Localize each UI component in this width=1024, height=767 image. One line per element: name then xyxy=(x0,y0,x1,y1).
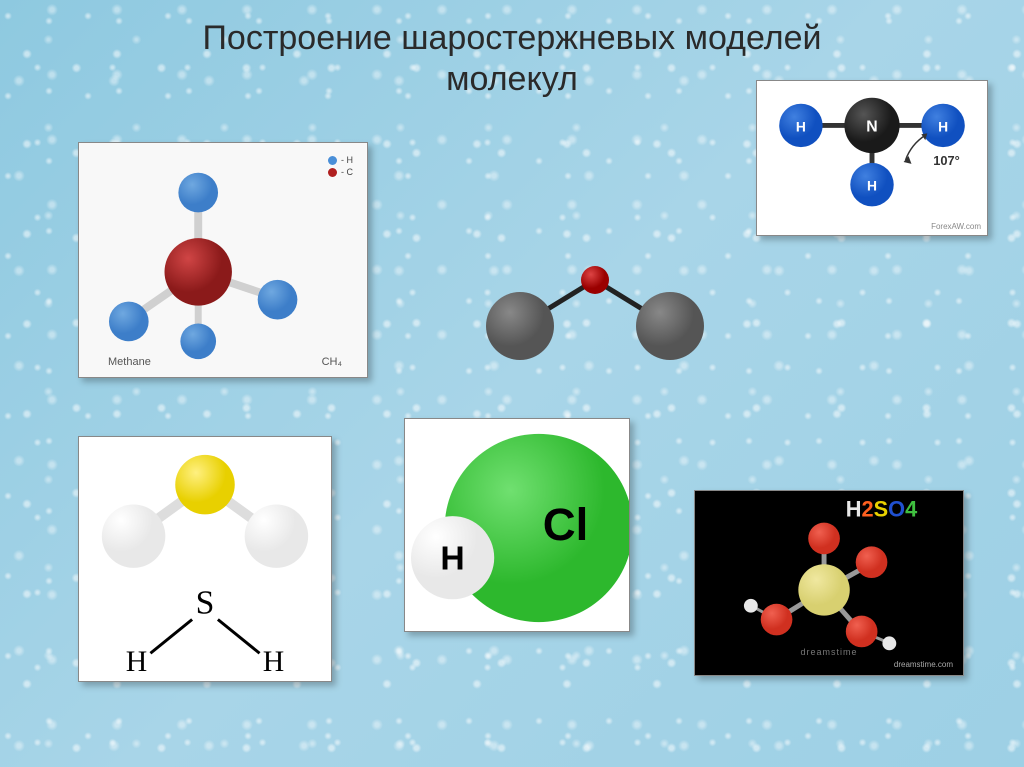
svg-text:H: H xyxy=(126,645,148,678)
h2so4-credit: dreamstime.com xyxy=(894,660,953,669)
legend-h-dot xyxy=(328,156,337,165)
svg-text:H2SO4: H2SO4 xyxy=(846,497,917,522)
svg-text:H: H xyxy=(263,645,285,678)
dreamstime-logo: dreamstime xyxy=(800,647,857,657)
title-line-1: Построение шаростержневых моделей xyxy=(202,19,821,57)
svg-text:N: N xyxy=(866,118,877,135)
legend-c-dot xyxy=(328,168,337,177)
h2s-model: S H H xyxy=(79,437,331,681)
svg-text:S: S xyxy=(196,585,215,622)
methane-model xyxy=(79,143,367,377)
svg-text:H: H xyxy=(440,541,464,578)
methane-name-label: Methane xyxy=(108,356,151,368)
k2o-model xyxy=(470,258,720,368)
h2s-card: S H H xyxy=(78,436,332,682)
hcl-model: H Cl xyxy=(405,419,629,631)
h2so4-card: H2SO4 dreamstime dreamstime.com xyxy=(694,490,964,676)
svg-text:Cl: Cl xyxy=(543,499,589,550)
methane-card: - H - C Methane CH₄ xyxy=(78,142,368,378)
svg-text:107°: 107° xyxy=(933,153,960,168)
hcl-card: H Cl xyxy=(404,418,630,632)
svg-text:H: H xyxy=(938,118,948,134)
svg-text:H: H xyxy=(796,118,806,134)
svg-text:H: H xyxy=(867,178,877,194)
methane-legend: - H - C xyxy=(328,155,353,179)
title-line-2: молекул xyxy=(446,60,578,98)
ammonia-model: N H H H 107° xyxy=(757,81,987,235)
ammonia-card: N H H H 107° ForexAW.com xyxy=(756,80,988,236)
ammonia-credit: ForexAW.com xyxy=(931,222,981,231)
methane-formula-label: CH₄ xyxy=(322,356,342,368)
